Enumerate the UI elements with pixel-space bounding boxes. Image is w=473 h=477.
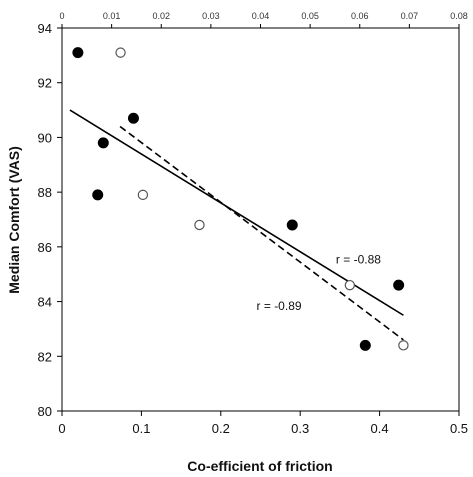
top-tick-label: 0.06 <box>351 11 369 21</box>
top-tick-label: 0.01 <box>103 11 121 21</box>
y-tick-label: 80 <box>38 404 52 419</box>
y-tick-label: 92 <box>38 76 52 91</box>
top-tick-label: 0.08 <box>450 11 468 21</box>
y-tick-label: 88 <box>38 185 52 200</box>
top-tick-label: 0 <box>59 11 64 21</box>
filled-data-point <box>127 112 139 124</box>
open-data-point <box>115 47 126 58</box>
filled-data-point <box>97 137 109 149</box>
dashed-fit-line <box>119 125 404 341</box>
correlation-annotation: r = -0.88 <box>336 252 381 266</box>
y-tick-label: 82 <box>38 349 52 364</box>
y-axis: 80 82 84 86 88 90 92 94 <box>38 21 62 419</box>
open-data-point <box>137 189 149 201</box>
annotations: r = -0.88 r = -0.89 <box>257 252 382 313</box>
filled-data-point <box>92 189 104 201</box>
y-tick-label: 90 <box>38 130 52 145</box>
y-axis-label: Median Comfort (VAS) <box>6 146 22 294</box>
y-tick-label: 86 <box>38 240 52 255</box>
x-tick-label: 0.5 <box>450 421 468 436</box>
filled-data-point <box>359 339 371 351</box>
top-tick-label: 0.04 <box>252 11 270 21</box>
y-tick-label: 84 <box>38 295 52 310</box>
x-tick-label: 0.1 <box>132 421 150 436</box>
open-data-point <box>344 279 356 291</box>
plot-area <box>61 27 460 412</box>
x-tick-label: 0.3 <box>291 421 309 436</box>
top-tick-label: 0.03 <box>202 11 220 21</box>
y-tick-label: 94 <box>38 21 52 36</box>
x-tick-label: 0.4 <box>371 421 389 436</box>
top-tick-label: 0.05 <box>301 11 319 21</box>
filled-data-point <box>286 219 298 231</box>
x-tick-label: 0.2 <box>212 421 230 436</box>
data-points <box>72 47 409 351</box>
open-data-point <box>398 340 409 351</box>
top-axis: 0 0.01 0.02 0.03 0.04 0.05 0.06 0.07 0.08 <box>59 11 468 28</box>
top-tick-label: 0.07 <box>401 11 419 21</box>
filled-data-point <box>72 47 84 59</box>
open-data-point <box>194 219 205 231</box>
top-tick-label: 0.02 <box>152 11 170 21</box>
x-axis-label: Co-efficient of friction <box>187 458 332 474</box>
x-axis: 0 0.1 0.2 0.3 0.4 0.5 <box>58 411 468 436</box>
filled-data-point <box>393 279 405 291</box>
x-tick-label: 0 <box>58 421 65 436</box>
correlation-annotation: r = -0.89 <box>257 299 302 313</box>
